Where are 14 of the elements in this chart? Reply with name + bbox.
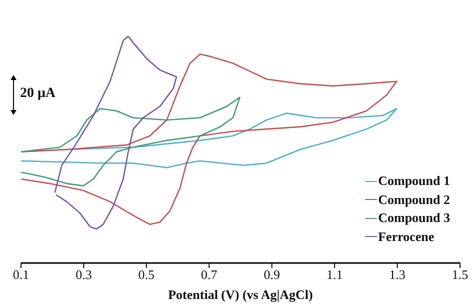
annotation: 20 μA xyxy=(20,86,56,102)
x-tick-label: 0.3 xyxy=(76,267,92,282)
x-tick-label: 0.5 xyxy=(138,267,155,282)
legend-label: Compound 1 xyxy=(378,172,450,190)
x-tick-label: 0.7 xyxy=(201,267,218,282)
x-axis-title: Potential (V) (vs Ag|AgCl) xyxy=(168,287,313,302)
x-tick-label: 0.9 xyxy=(264,267,280,282)
x-tick-label: 1.5 xyxy=(452,267,468,282)
x-tick-label: 0.1 xyxy=(12,267,30,282)
x-tick-label: 1.3 xyxy=(389,267,406,282)
legend-label: Compound 2 xyxy=(378,190,450,209)
legend-label: Compound 3 xyxy=(378,209,450,227)
legend-label: Ferrocene xyxy=(378,228,434,246)
x-tick-label: 1.1 xyxy=(326,267,343,282)
